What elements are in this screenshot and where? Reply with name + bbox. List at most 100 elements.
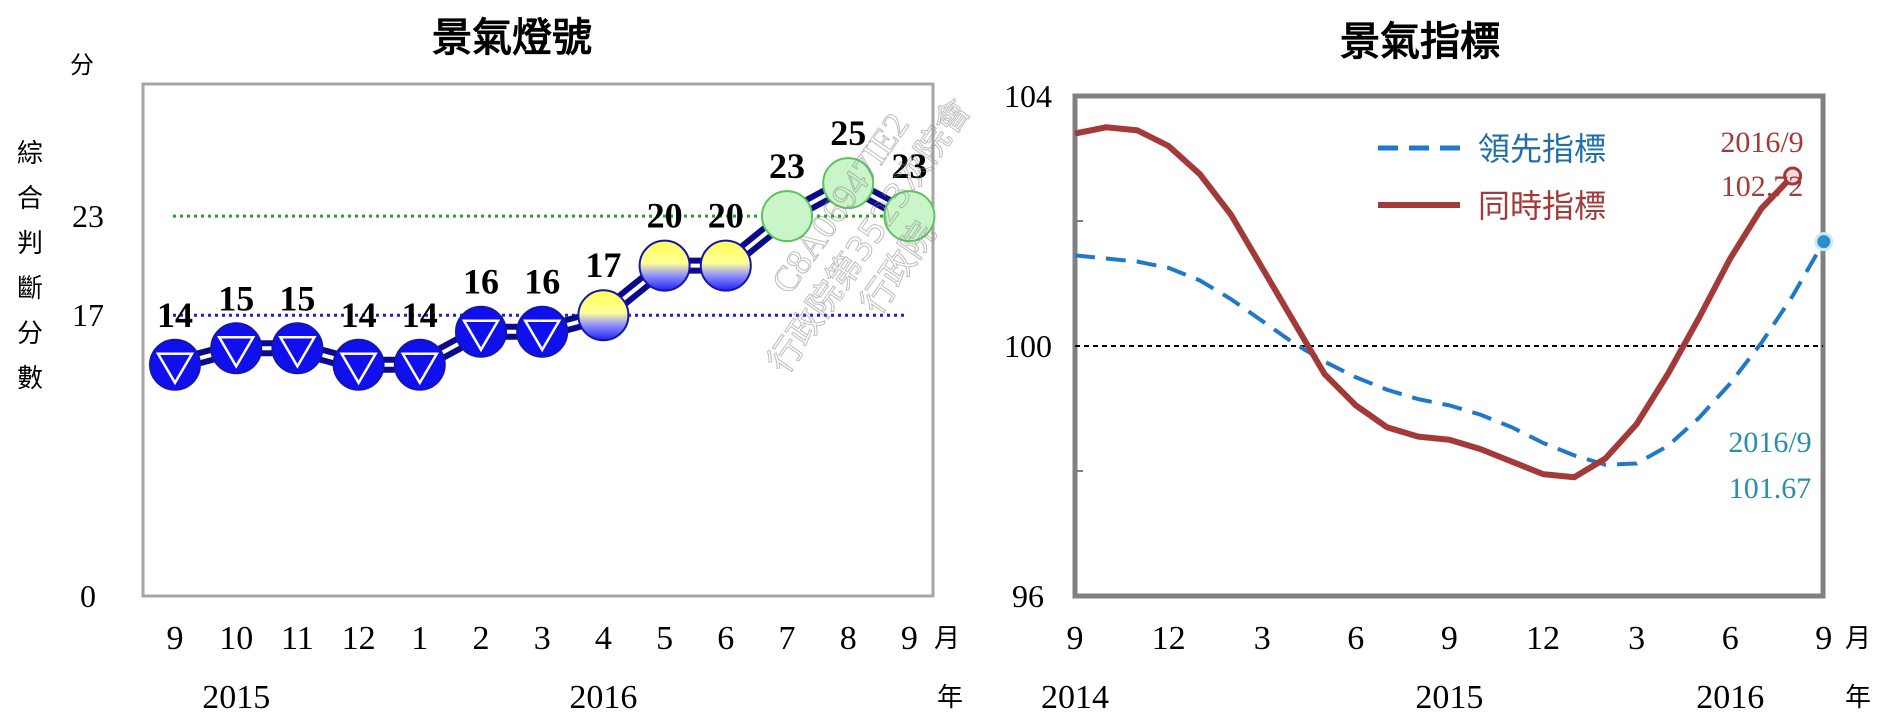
score-labels: 14 15 15 14 14 16 16 17 20 20 23 25 23 (157, 113, 927, 335)
indicator-series (1074, 124, 1834, 481)
annotation-coincident: 2016/9 102.72 (1720, 126, 1803, 203)
x-tick-label: 7 (779, 620, 796, 657)
x-tick-label: 9 (167, 620, 184, 657)
x-tick-label: 12 (1152, 620, 1186, 657)
x-tick-label: 4 (595, 620, 612, 657)
y-axis-ticks: 96 100 104 (1004, 78, 1083, 614)
score-label: 15 (279, 278, 315, 318)
score-label: 16 (524, 262, 560, 302)
indicator-chart: 景氣指標 96 100 104 9 12 3 6 9 12 3 6 9 2014 2015 2016 月… (1004, 19, 1871, 716)
series-line-leading (1074, 240, 1826, 467)
x-axis-ticks: 9 10 11 12 1 2 3 4 5 6 7 8 9 (167, 620, 918, 657)
score-label: 23 (769, 146, 805, 186)
year-unit: 年 (937, 683, 963, 713)
y-axis-label-char: 判 (17, 229, 43, 259)
signal-marker-blue (149, 338, 201, 391)
year-label: 2015 (1415, 679, 1483, 716)
signal-marker-triangle (278, 336, 317, 369)
score-label: 14 (157, 295, 193, 335)
annotation-leading-date: 2016/9 (1728, 426, 1811, 459)
signal-marker-triangle (461, 319, 501, 353)
signal-marker-yellow-blue (638, 239, 691, 292)
signal-marker-blue (516, 305, 569, 358)
x-axis-unit: 月 (1845, 624, 1871, 654)
x-tick-label: 9 (1815, 620, 1832, 657)
year-label: 2016 (1696, 679, 1764, 716)
signal-marker-triangle (400, 352, 439, 386)
score-label: 14 (341, 295, 377, 335)
signal-marker-blue (393, 338, 446, 391)
y-tick-label: 23 (72, 198, 104, 234)
year-labels: 2014 2015 2016 (1041, 679, 1764, 716)
score-label: 15 (218, 278, 254, 318)
annotation-leading-value: 101.67 (1729, 472, 1812, 505)
signal-marker-green (761, 190, 813, 243)
x-tick-label: 8 (840, 620, 857, 657)
legend-leading-label: 領先指標 (1478, 130, 1606, 168)
annotation-coincident-date: 2016/9 (1720, 126, 1803, 159)
score-label: 23 (891, 146, 927, 186)
score-label: 14 (402, 295, 438, 335)
signal-marker-triangle (217, 336, 256, 369)
signal-marker-triangle (523, 319, 562, 353)
signal-marker-yellow-blue (699, 239, 752, 292)
score-label: 20 (647, 196, 683, 236)
year-label: 2015 (202, 679, 270, 716)
indicator-chart-title: 景氣指標 (1340, 19, 1500, 65)
x-tick-label: 3 (1254, 620, 1271, 657)
x-tick-label: 3 (1628, 620, 1645, 657)
signal-marker-green (822, 157, 875, 210)
signal-marker-blue (210, 322, 263, 375)
x-tick-label: 3 (534, 620, 551, 657)
x-axis-unit: 月 (934, 624, 960, 654)
y-axis-label-char: 數 (17, 364, 43, 394)
signal-chart-title: 景氣燈號 (432, 15, 592, 61)
signal-marker-green (883, 190, 936, 243)
x-axis-ticks: 9 12 3 6 9 12 3 6 9 (1067, 620, 1833, 657)
year-label: 2016 (569, 679, 637, 716)
year-label: 2014 (1041, 679, 1109, 716)
signal-marker-triangle (155, 352, 195, 386)
series-endpoint (1814, 232, 1834, 252)
x-tick-label: 1 (411, 620, 428, 657)
signal-marker-blue (455, 305, 507, 358)
signal-marker-blue (332, 338, 385, 391)
y-axis-label-char: 合 (17, 184, 43, 214)
legend-coincident-label: 同時指標 (1478, 187, 1606, 225)
y-axis-label-char: 綜 (17, 139, 43, 169)
signal-markers (149, 157, 936, 391)
x-tick-label: 5 (656, 620, 673, 657)
signal-marker-yellow-blue (577, 289, 630, 342)
x-tick-label: 6 (1347, 620, 1364, 657)
x-tick-label: 12 (1526, 620, 1560, 657)
legend: 領先指標 同時指標 (1378, 130, 1606, 225)
score-label: 16 (463, 262, 499, 302)
x-tick-label: 9 (1067, 620, 1084, 657)
series-line-coincident (1074, 124, 1795, 481)
annotation-coincident-value: 102.72 (1721, 170, 1804, 203)
y-tick-label: 17 (72, 297, 104, 333)
y-axis-unit: 分 (70, 51, 94, 79)
signal-plot-frame (141, 82, 935, 598)
y-tick-label: 104 (1004, 78, 1052, 114)
x-tick-label: 9 (901, 620, 918, 657)
year-unit: 年 (1845, 683, 1871, 713)
score-label: 17 (585, 245, 621, 285)
x-tick-label: 11 (281, 620, 314, 657)
y-tick-label: 96 (1012, 578, 1044, 614)
x-tick-label: 9 (1441, 620, 1458, 657)
x-tick-label: 12 (342, 620, 376, 657)
x-tick-label: 6 (717, 620, 734, 657)
signal-marker-triangle (339, 352, 378, 386)
year-labels: 2015 2016 (202, 679, 637, 716)
y-axis-ticks: 0 17 23 (72, 198, 104, 614)
y-tick-label: 100 (1004, 328, 1052, 364)
x-tick-label: 6 (1722, 620, 1739, 657)
score-label: 25 (830, 113, 866, 153)
y-axis-label-char: 分 (17, 319, 43, 349)
series-endpoint (1783, 166, 1803, 186)
x-tick-label: 10 (219, 620, 253, 657)
